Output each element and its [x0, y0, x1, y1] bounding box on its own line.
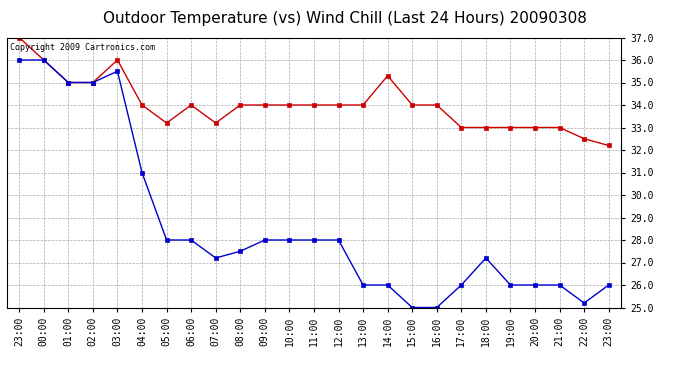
Text: Outdoor Temperature (vs) Wind Chill (Last 24 Hours) 20090308: Outdoor Temperature (vs) Wind Chill (Las… — [103, 11, 587, 26]
Text: Copyright 2009 Cartronics.com: Copyright 2009 Cartronics.com — [10, 43, 155, 52]
